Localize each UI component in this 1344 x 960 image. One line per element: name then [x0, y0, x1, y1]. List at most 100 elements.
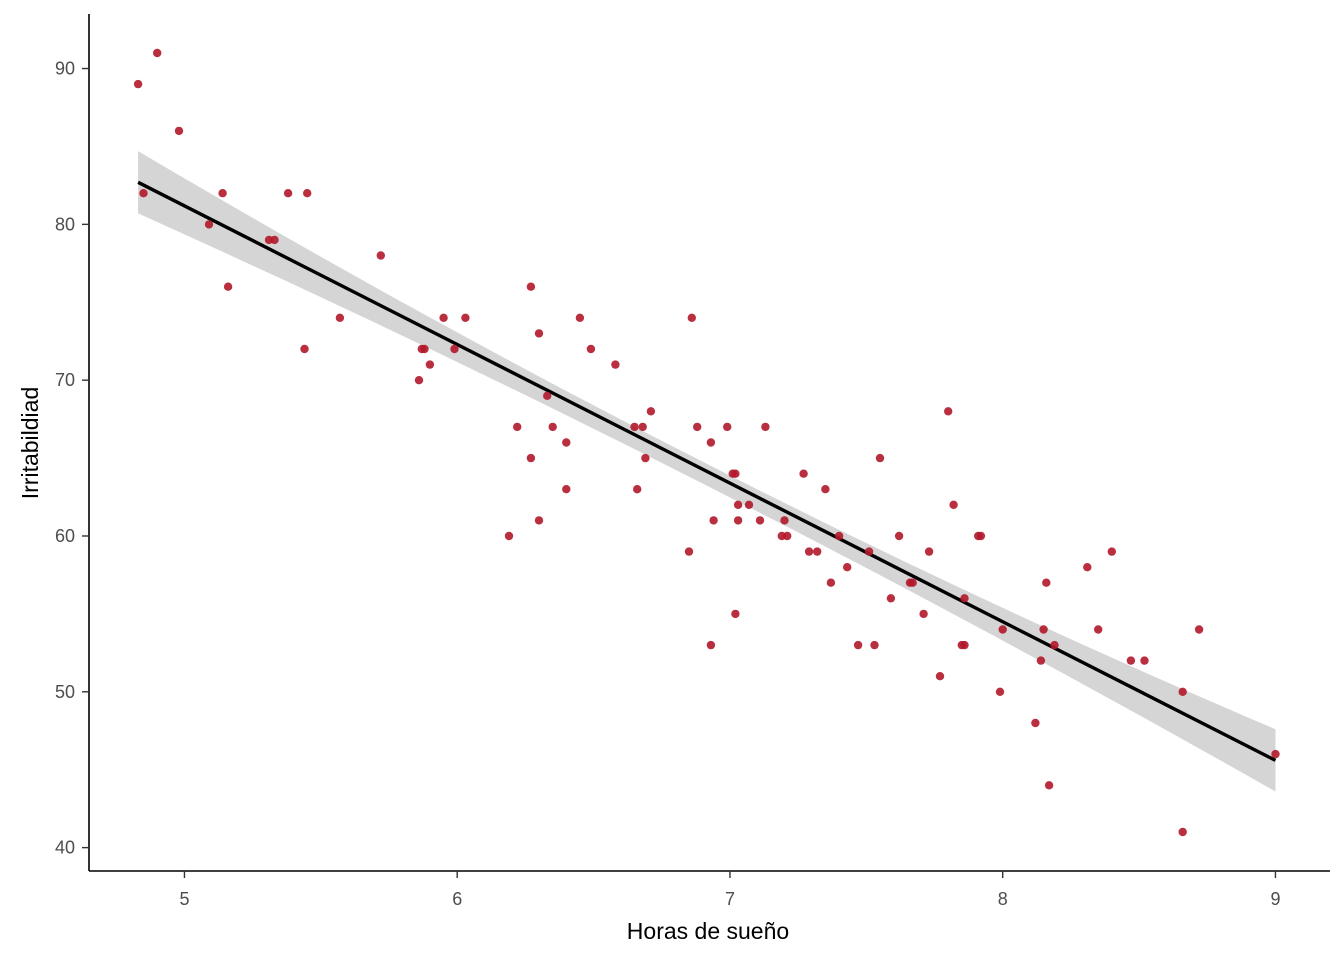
data-point: [919, 609, 928, 619]
data-point: [733, 500, 743, 509]
data-point: [534, 516, 544, 525]
data-point: [949, 500, 958, 509]
y-tick-label: 40: [55, 838, 75, 858]
data-points-layer: [133, 48, 1280, 837]
y-axis-title: Irritabildiad: [17, 387, 43, 500]
data-point: [300, 344, 309, 354]
data-point: [960, 640, 969, 650]
data-point: [1271, 749, 1280, 759]
data-point: [526, 453, 536, 463]
data-point: [976, 531, 986, 541]
y-tick-label: 50: [55, 682, 75, 702]
data-point: [575, 313, 585, 322]
data-point: [731, 469, 740, 478]
data-point: [998, 625, 1007, 634]
data-point: [783, 531, 792, 541]
data-point: [504, 531, 514, 541]
x-axis-ticks: 5 6 7 8 9: [179, 871, 1280, 909]
data-point: [548, 422, 557, 432]
data-point: [1107, 547, 1117, 556]
data-point: [218, 189, 227, 198]
data-point: [139, 189, 148, 198]
data-point: [843, 563, 852, 572]
data-point: [1126, 656, 1136, 665]
data-point: [723, 422, 732, 432]
data-point: [638, 422, 647, 432]
x-axis-title: Horas de sueño: [627, 918, 789, 944]
data-point: [744, 500, 754, 509]
data-point: [1194, 625, 1204, 634]
data-point: [761, 422, 770, 432]
data-point: [733, 516, 743, 525]
y-tick-label: 70: [55, 370, 75, 390]
data-point: [813, 547, 822, 556]
data-point: [513, 422, 522, 432]
data-point: [1083, 563, 1092, 572]
data-point: [755, 516, 765, 525]
y-tick-label: 90: [55, 59, 75, 79]
data-point: [1039, 625, 1048, 634]
data-point: [826, 578, 836, 587]
data-point: [804, 547, 814, 556]
regression-line-layer: [137, 180, 1277, 762]
data-point: [133, 79, 143, 89]
data-point: [1036, 656, 1046, 665]
data-point: [303, 189, 312, 198]
data-point: [376, 251, 385, 260]
x-tick-label: 8: [998, 889, 1008, 909]
data-point: [821, 485, 830, 494]
data-point: [414, 376, 424, 385]
data-point: [960, 594, 969, 603]
data-point: [706, 438, 716, 447]
data-point: [1094, 625, 1103, 634]
y-axis-ticks: 40 50 60 70 80 90: [55, 59, 89, 858]
data-point: [924, 547, 934, 556]
data-point: [1178, 687, 1187, 696]
data-point: [153, 48, 162, 58]
data-point: [687, 313, 696, 322]
data-point: [270, 235, 279, 245]
x-tick-label: 7: [725, 889, 735, 909]
data-point: [684, 547, 694, 556]
data-point: [646, 407, 656, 416]
data-point: [935, 672, 945, 681]
x-tick-label: 5: [179, 889, 189, 909]
data-point: [1044, 781, 1054, 790]
data-point: [886, 594, 896, 603]
data-point: [283, 189, 293, 198]
data-point: [1031, 718, 1040, 728]
data-point: [864, 547, 874, 556]
data-point: [1178, 827, 1187, 837]
data-point: [611, 360, 620, 369]
data-point: [709, 516, 718, 525]
data-point: [780, 516, 789, 525]
data-point: [586, 344, 596, 354]
data-point: [875, 453, 885, 463]
data-point: [731, 609, 740, 619]
data-point: [706, 640, 716, 650]
data-point: [534, 329, 544, 338]
data-point: [450, 344, 459, 354]
data-point: [204, 220, 214, 229]
data-point: [870, 640, 879, 650]
regression-line: [137, 180, 1277, 762]
data-point: [461, 313, 470, 322]
y-tick-label: 60: [55, 526, 75, 546]
data-point: [335, 313, 345, 322]
data-point: [420, 344, 429, 354]
data-point: [543, 391, 552, 400]
x-tick-label: 9: [1270, 889, 1280, 909]
data-point: [641, 453, 650, 463]
data-point: [853, 640, 863, 650]
data-point: [425, 360, 435, 369]
data-point: [562, 438, 571, 447]
data-point: [908, 578, 917, 587]
data-point: [633, 485, 642, 494]
data-point: [174, 126, 184, 136]
x-tick-label: 6: [452, 889, 462, 909]
data-point: [526, 282, 536, 291]
data-point: [799, 469, 808, 478]
data-point: [439, 313, 448, 322]
